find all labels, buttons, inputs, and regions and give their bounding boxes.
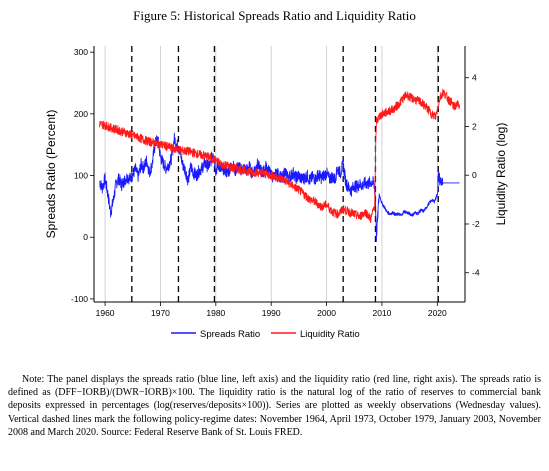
dashed-line-layer [131,46,439,302]
x-tick-label-1990: 1990 [262,308,281,318]
chart-svg: 1960 1970 1980 1990 2000 2010 2020 -100 0 100 200 3… [44,46,508,340]
legend-label-spreads: Spreads Ratio [200,329,260,340]
y-right-tick-label-2: 2 [472,121,477,131]
y-right-axis-title: Liquidity Ratio (log) [494,123,508,226]
y-right-tick-label-4: 4 [472,73,477,83]
figure-title: Figure 5: Historical Spreads Ratio and L… [133,8,416,23]
x-tick-label-1980: 1980 [206,308,225,318]
legend-label-liquidity: Liquidity Ratio [300,329,360,340]
y-left-tick-label-300: 300 [74,47,88,57]
figure-note: Note: The panel displays the spreads rat… [8,374,541,438]
y-left-tick-label-200: 200 [74,109,88,119]
y-left-tick-label-0: 0 [83,232,88,242]
y-right-tick-label--2: -2 [472,219,480,229]
y-left-tick-label-100: 100 [74,171,88,181]
legend: Spreads Ratio Liquidity Ratio [171,329,360,340]
y-right-tick-label--4: -4 [472,268,480,278]
y-left-tick-label--100: -100 [71,294,88,304]
y-left-axis-title: Spreads Ratio (Percent) [44,110,58,239]
y-right-tick-label-0: 0 [472,170,477,180]
x-tick-label-2020: 2020 [428,308,447,318]
x-tick-label-2000: 2000 [317,308,336,318]
axis-layer: 1960 1970 1980 1990 2000 2010 2020 -100 0 100 200 3… [71,46,480,318]
x-tick-label-1970: 1970 [151,308,170,318]
x-tick-label-2010: 2010 [372,308,391,318]
x-tick-label-1960: 1960 [96,308,115,318]
series-layer [99,88,460,243]
liquidity-ratio-line [99,88,460,224]
